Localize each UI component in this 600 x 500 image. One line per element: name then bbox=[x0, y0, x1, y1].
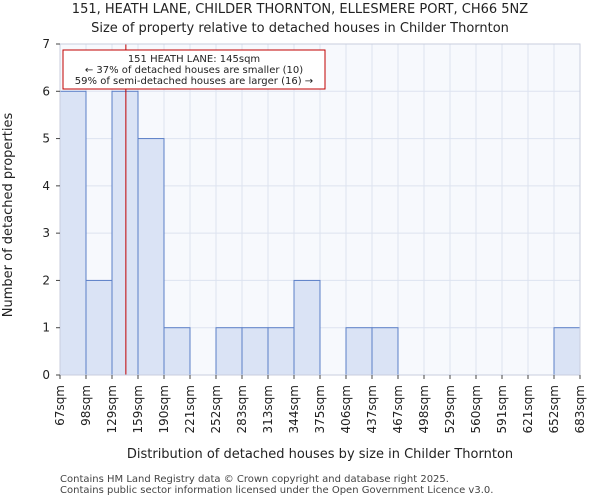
x-tick-label: 621sqm bbox=[521, 385, 535, 433]
bars bbox=[59, 90, 581, 376]
bar bbox=[371, 327, 399, 376]
x-tick-label: 529sqm bbox=[443, 385, 457, 433]
bar bbox=[215, 327, 243, 376]
x-tick-label: 221sqm bbox=[183, 385, 197, 433]
bar bbox=[553, 327, 581, 376]
bar bbox=[267, 327, 295, 376]
y-ticks: 0 1 2 3 4 5 6 7 bbox=[42, 37, 60, 382]
bar bbox=[345, 327, 373, 376]
chart-title: 151, HEATH LANE, CHILDER THORNTON, ELLES… bbox=[72, 2, 528, 17]
bar bbox=[163, 327, 191, 376]
y-axis-label: Number of detached properties bbox=[1, 113, 16, 318]
x-tick-label: 437sqm bbox=[365, 385, 379, 433]
y-tick-label: 5 bbox=[42, 132, 50, 146]
annotation: 151 HEATH LANE: 145sqm ← 37% of detached… bbox=[62, 49, 326, 90]
y-tick-label: 6 bbox=[42, 84, 50, 98]
x-tick-label: 67sqm bbox=[53, 385, 67, 426]
annotation-line-3: 59% of semi-detached houses are larger (… bbox=[75, 76, 313, 87]
bar bbox=[59, 90, 87, 376]
footer-line-2: Contains public sector information licen… bbox=[60, 485, 494, 496]
x-tick-label: 344sqm bbox=[287, 385, 301, 433]
y-tick-label: 7 bbox=[42, 37, 50, 51]
x-tick-label: 467sqm bbox=[391, 385, 405, 433]
y-tick-label: 3 bbox=[42, 226, 50, 240]
x-tick-label: 190sqm bbox=[157, 385, 171, 433]
y-tick-label: 1 bbox=[42, 321, 50, 335]
y-tick-label: 0 bbox=[42, 368, 50, 382]
x-ticks: 67sqm 98sqm 129sqm 159sqm 190sqm 221sqm 252sqm… bbox=[53, 375, 587, 433]
x-tick-label: 591sqm bbox=[495, 385, 509, 433]
annotation-line-1: 151 HEATH LANE: 145sqm bbox=[128, 54, 260, 65]
x-tick-label: 560sqm bbox=[469, 385, 483, 433]
annotation-line-2: ← 37% of detached houses are smaller (10… bbox=[85, 65, 303, 76]
x-tick-label: 313sqm bbox=[261, 385, 275, 433]
x-tick-label: 98sqm bbox=[79, 385, 93, 426]
bar bbox=[111, 90, 139, 376]
bar bbox=[137, 138, 165, 376]
annotation-box bbox=[62, 49, 326, 90]
x-tick-label: 683sqm bbox=[573, 385, 587, 433]
x-tick-label: 159sqm bbox=[131, 385, 145, 433]
y-tick-label: 4 bbox=[42, 179, 50, 193]
x-tick-label: 652sqm bbox=[547, 385, 561, 433]
chart-subtitle: Size of property relative to detached ho… bbox=[91, 21, 509, 36]
x-tick-label: 252sqm bbox=[209, 385, 223, 433]
x-tick-label: 129sqm bbox=[105, 385, 119, 433]
y-tick-label: 2 bbox=[42, 273, 50, 287]
x-tick-label: 406sqm bbox=[339, 385, 353, 433]
x-tick-label: 283sqm bbox=[235, 385, 249, 433]
x-axis-label: Distribution of detached houses by size … bbox=[127, 447, 513, 462]
bar bbox=[241, 327, 269, 376]
x-tick-label: 498sqm bbox=[417, 385, 431, 433]
bar bbox=[293, 279, 321, 376]
footer-line-1: Contains HM Land Registry data © Crown c… bbox=[60, 474, 449, 485]
x-tick-label: 375sqm bbox=[313, 385, 327, 433]
bar bbox=[85, 279, 113, 376]
